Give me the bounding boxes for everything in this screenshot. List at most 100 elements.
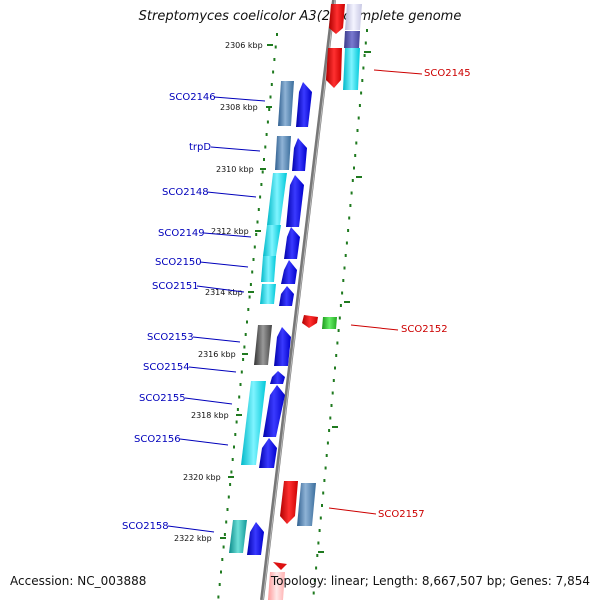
tick-dot (242, 358, 245, 361)
kbp-label: 2320 kbp (183, 473, 221, 482)
gene-top-red-arrow[interactable] (329, 4, 345, 34)
tick-dot (343, 266, 346, 270)
gene-label[interactable]: SCO2157 (378, 509, 425, 520)
tick-dot (364, 41, 367, 45)
forward-gene-labels (167, 96, 266, 533)
tick-dot (326, 441, 329, 445)
forward-gene-label-texts: SCO2146 trpD SCO2148 SCO2149 SCO2150 SCO… (122, 92, 216, 532)
tick-dot (235, 420, 238, 424)
tick-dot (313, 579, 316, 582)
gene-SCO2157-block[interactable] (297, 483, 316, 526)
tick-dot (322, 491, 325, 495)
tick-dot (355, 141, 358, 145)
gene-SCO2155-block[interactable] (241, 381, 266, 465)
tick-dot (334, 366, 336, 370)
gene-label[interactable]: SCO2152 (401, 324, 448, 335)
genome-axis (260, 0, 336, 600)
tick-dot (312, 591, 315, 595)
gene-SCO2158-block[interactable] (229, 520, 247, 553)
map-title: Streptomyces coelicolor A3(2), complete … (138, 9, 462, 24)
tick-dot (244, 333, 247, 336)
gene-SCO2145-block[interactable] (343, 48, 360, 90)
tick-dot (316, 554, 319, 557)
tick-dot (354, 154, 357, 157)
gene-SCO2148-block[interactable] (267, 173, 287, 225)
tick-dot (318, 529, 321, 532)
gene-label[interactable]: trpD (189, 142, 211, 153)
gene-bottom-pink-block[interactable] (268, 572, 285, 600)
kbp-label: 2314 kbp (205, 288, 243, 297)
gene-label[interactable]: SCO2156 (134, 434, 181, 445)
tick-dot (260, 183, 263, 186)
tick-dot (226, 508, 229, 511)
tick-dot (223, 533, 226, 536)
tick-dot (240, 370, 243, 374)
tick-dot (315, 566, 318, 570)
tick-dot (342, 279, 345, 282)
gene-SCO2150-block[interactable] (261, 256, 276, 282)
kbp-label: 2316 kbp (198, 350, 236, 359)
gene-trpD-block[interactable] (275, 136, 291, 170)
gene-SCO2151-arrow[interactable] (279, 286, 294, 306)
gene-SCO2151-block[interactable] (260, 284, 276, 304)
gene-label[interactable]: SCO2158 (122, 521, 169, 532)
gene-label[interactable]: SCO2146 (169, 92, 216, 103)
gene-SCO2156-arrow[interactable] (259, 438, 277, 468)
gene-SCO2145-arrow[interactable] (326, 48, 342, 88)
gene-SCO2146-block[interactable] (278, 81, 294, 126)
tick-dot (234, 433, 237, 436)
gene-bottom-red-arrow[interactable] (273, 562, 287, 570)
gene-SCO2146-arrow[interactable] (296, 82, 312, 127)
kbp-label: 2310 kbp (216, 165, 254, 174)
gene-label[interactable]: SCO2145 (424, 68, 471, 79)
tick-dot (243, 345, 246, 349)
gene-top-purple-block[interactable] (344, 31, 360, 48)
gene-SCO2153-block[interactable] (254, 325, 272, 365)
gene-label[interactable]: SCO2154 (143, 362, 190, 373)
gene-SCO2158-arrow[interactable] (247, 522, 264, 555)
tick-dot (348, 216, 351, 220)
gene-SCO2149-block[interactable] (263, 225, 281, 256)
gene-SCO2149-arrow[interactable] (284, 227, 300, 259)
gene-trpD-arrow[interactable] (292, 138, 307, 171)
tick-dot (336, 341, 339, 345)
forward-strand-genes (229, 81, 312, 555)
tick-dot (349, 204, 352, 207)
tick-dot (246, 320, 248, 324)
genome-summary-text: Topology: linear; Length: 8,667,507 bp; … (270, 574, 590, 588)
gene-label[interactable]: SCO2148 (162, 187, 209, 198)
gene-SCO2150-arrow[interactable] (281, 260, 297, 284)
gene-SCO2148-arrow[interactable] (286, 175, 304, 227)
tick-dot (236, 408, 239, 411)
gene-SCO2154-arrow[interactable] (270, 371, 285, 384)
gene-label[interactable]: SCO2155 (139, 393, 186, 404)
gene-label[interactable]: SCO2153 (147, 332, 194, 343)
gene-top-lavender-block[interactable] (345, 4, 362, 30)
gene-SCO2153-arrow[interactable] (274, 327, 291, 366)
kbp-label: 2312 kbp (211, 227, 249, 236)
tick-dot (330, 404, 333, 407)
reverse-tick-dashes (318, 51, 371, 553)
gene-label[interactable]: SCO2149 (158, 228, 205, 239)
tick-dot (259, 195, 262, 199)
tick-dot (270, 83, 273, 86)
tick-dot (353, 166, 355, 170)
tick-dot (341, 291, 344, 295)
tick-dot (247, 308, 250, 311)
tick-dot (255, 233, 258, 236)
gene-SCO2152-arrow[interactable] (302, 315, 318, 328)
tick-dot (347, 229, 350, 232)
gene-SCO2157-arrow[interactable] (280, 481, 298, 524)
gene-SCO2152-block[interactable] (322, 317, 337, 329)
tick-dot (362, 66, 365, 70)
tick-dot (350, 191, 353, 195)
tick-dot (269, 95, 272, 99)
tick-dot (331, 391, 334, 395)
kbp-label: 2318 kbp (191, 411, 229, 420)
gene-label[interactable]: SCO2150 (155, 257, 202, 268)
gene-label[interactable]: SCO2151 (152, 281, 199, 292)
tick-dot (356, 129, 359, 132)
reverse-strand-genes (268, 4, 362, 600)
tick-dot (233, 445, 235, 449)
gene-SCO2155-arrow[interactable] (263, 385, 285, 437)
